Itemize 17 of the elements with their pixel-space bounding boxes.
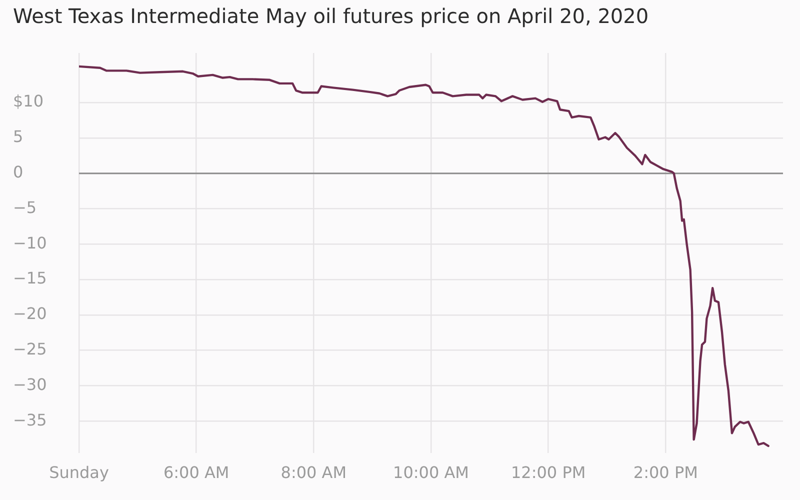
y-tick-label: −35 <box>13 410 47 430</box>
y-tick-label: 0 <box>13 162 24 182</box>
x-tick-label: 10:00 AM <box>393 462 469 482</box>
y-tick-label: −20 <box>13 304 47 324</box>
y-tick-label: −30 <box>13 374 47 394</box>
x-tick-label: 12:00 PM <box>511 462 586 482</box>
y-tick-label: −25 <box>13 340 47 358</box>
y-tick-label: 5 <box>13 127 24 146</box>
x-tick-label: 8:00 AM <box>280 462 347 482</box>
x-tick-label: 2:00 PM <box>633 462 698 482</box>
chart-title: West Texas Intermediate May oil futures price on April 20, 2020 <box>13 4 649 28</box>
y-tick-label: $10 <box>13 92 44 111</box>
y-tick-label: −5 <box>13 198 37 217</box>
x-tick-label: Sunday <box>49 462 109 482</box>
x-tick-label: 6:00 AM <box>163 462 230 482</box>
y-tick-label: −15 <box>13 268 47 288</box>
y-tick-label: −10 <box>13 233 47 252</box>
